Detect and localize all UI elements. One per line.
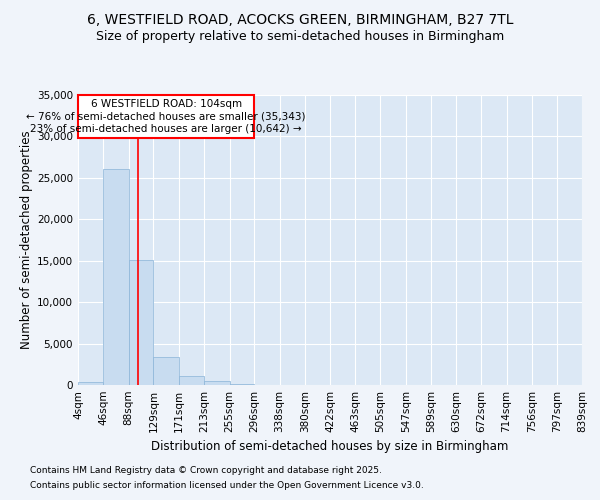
Bar [103,168,129,385]
Bar [154,357,179,385]
Text: 23% of semi-detached houses are larger (10,642) →: 23% of semi-detached houses are larger (… [31,124,302,134]
Bar [230,384,254,385]
Text: Size of property relative to semi-detached houses in Birmingham: Size of property relative to semi-detach… [96,30,504,43]
Bar [129,260,154,385]
Bar [204,382,230,385]
X-axis label: Distribution of semi-detached houses by size in Birmingham: Distribution of semi-detached houses by … [151,440,509,454]
Text: Contains public sector information licensed under the Open Government Licence v3: Contains public sector information licen… [30,481,424,490]
Text: 6, WESTFIELD ROAD, ACOCKS GREEN, BIRMINGHAM, B27 7TL: 6, WESTFIELD ROAD, ACOCKS GREEN, BIRMING… [87,12,513,26]
Text: Contains HM Land Registry data © Crown copyright and database right 2025.: Contains HM Land Registry data © Crown c… [30,466,382,475]
Bar [179,376,204,385]
Bar [78,95,254,138]
Text: ← 76% of semi-detached houses are smaller (35,343): ← 76% of semi-detached houses are smalle… [26,112,306,122]
Y-axis label: Number of semi-detached properties: Number of semi-detached properties [20,130,33,350]
Text: 6 WESTFIELD ROAD: 104sqm: 6 WESTFIELD ROAD: 104sqm [91,99,242,109]
Bar [78,382,103,385]
